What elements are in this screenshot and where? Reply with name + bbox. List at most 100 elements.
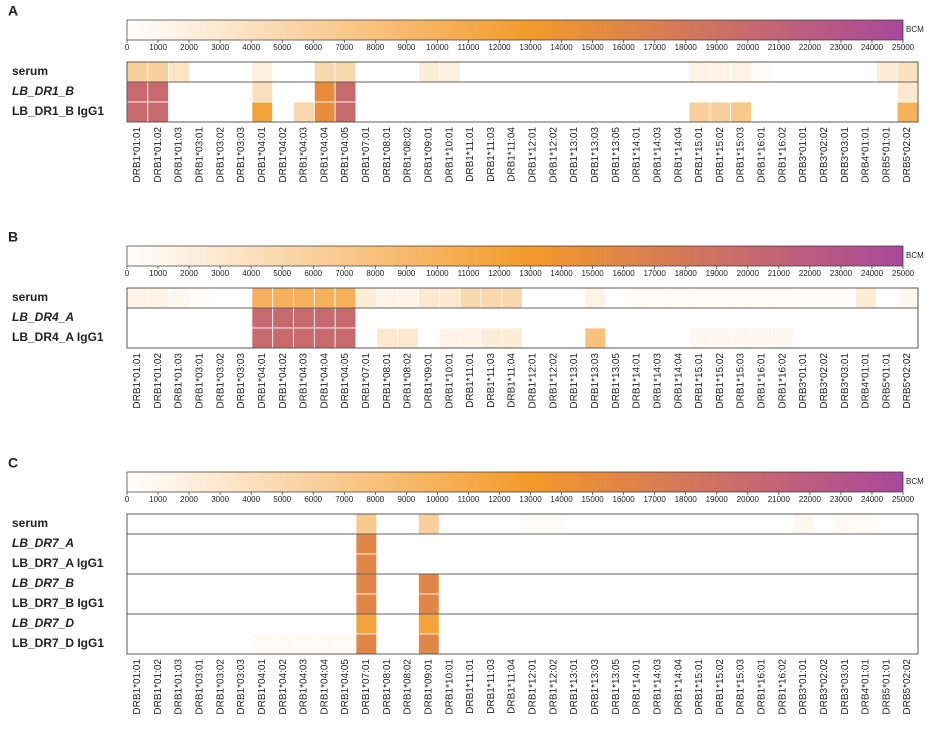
heatmap-cell <box>563 593 586 615</box>
heatmap-cell <box>542 307 565 329</box>
tick-label: 8000 <box>366 495 384 504</box>
heatmap-cell <box>168 81 190 103</box>
heatmap-cell <box>355 633 378 655</box>
heatmap-cell <box>313 327 336 349</box>
heatmap-cell <box>313 307 336 329</box>
heatmap-cell <box>605 553 627 575</box>
heatmap-cell <box>147 613 170 635</box>
heatmap-cell <box>896 81 919 103</box>
tick-label: 16000 <box>613 43 636 52</box>
heatmap-cell <box>313 553 336 575</box>
tick-label: 19000 <box>706 269 729 278</box>
heatmap-cell <box>501 533 523 555</box>
colorbar <box>126 19 904 41</box>
heatmap-cell <box>230 287 253 309</box>
heatmap-cell <box>355 553 378 575</box>
heatmap-cell <box>751 287 773 309</box>
tick-label: 17000 <box>644 269 667 278</box>
panel-label: C <box>8 455 18 471</box>
heatmap-cell <box>397 613 419 635</box>
heatmap-cell <box>501 633 523 655</box>
heatmap-cell <box>667 553 690 575</box>
heatmap-cell <box>771 327 794 349</box>
heatmap-cell <box>313 101 336 123</box>
heatmap-cell <box>459 573 482 595</box>
heatmap-cell <box>522 287 544 309</box>
heatmap-cell <box>730 81 752 103</box>
heatmap-cell <box>855 287 877 309</box>
column-label: DRB1*04:03 <box>299 127 310 183</box>
heatmap-cell <box>334 533 357 555</box>
heatmap-cell <box>126 613 149 635</box>
column-label: DRB3*03:01 <box>840 659 851 715</box>
tick-label: 12000 <box>488 269 511 278</box>
heatmap-cell <box>209 307 232 329</box>
panel-label: B <box>8 229 18 245</box>
heatmap-cell <box>397 593 419 615</box>
heatmap-cell <box>293 307 315 329</box>
column-label: DRB1*13:01 <box>569 127 580 183</box>
heatmap-cell <box>709 513 732 535</box>
heatmap-cell <box>376 553 399 575</box>
heatmap-cell <box>189 327 211 349</box>
column-label: DRB1*13:01 <box>569 659 580 715</box>
heatmap-cell <box>875 61 898 83</box>
column-label: DRB1*14:03 <box>652 127 663 183</box>
tick-label: 14000 <box>550 269 573 278</box>
column-label: DRB1*14:01 <box>632 353 643 409</box>
column-label: DRB1*13:03 <box>590 127 601 183</box>
heatmap-cell <box>855 553 877 575</box>
heatmap-cell <box>875 287 898 309</box>
heatmap-cell <box>542 287 565 309</box>
heatmap-cell <box>438 633 461 655</box>
heatmap-cell <box>855 613 877 635</box>
tick-label: 0 <box>125 495 130 504</box>
column-label: DRB1*07:01 <box>361 353 372 409</box>
heatmap-cell <box>147 101 170 123</box>
heatmap-cell <box>709 287 732 309</box>
heatmap-cell <box>709 533 732 555</box>
column-label: DRB3*03:01 <box>840 127 851 183</box>
heatmap-cell <box>397 287 419 309</box>
heatmap-cell <box>168 307 190 329</box>
heatmap-cell <box>209 633 232 655</box>
heatmap-cell <box>792 613 815 635</box>
heatmap-cell <box>209 101 232 123</box>
column-label: DRB1*15:02 <box>715 353 726 409</box>
heatmap-cell <box>751 513 773 535</box>
heatmap-cell <box>397 61 419 83</box>
heatmap-cell <box>813 593 836 615</box>
heatmap-cell <box>584 633 607 655</box>
heatmap-cell <box>397 307 419 329</box>
heatmap-cell <box>542 327 565 349</box>
heatmap-cell <box>646 101 669 123</box>
heatmap-cell <box>709 327 732 349</box>
heatmap-cell <box>334 101 357 123</box>
heatmap-cell <box>168 513 190 535</box>
column-label: DRB3*02:02 <box>819 659 830 715</box>
column-label: DRB1*08:01 <box>382 659 393 715</box>
column-label: DRB1*10:01 <box>444 659 455 715</box>
heatmap-cell <box>542 613 565 635</box>
heatmap-cell <box>646 553 669 575</box>
heatmap-cell <box>230 81 253 103</box>
tick-label: 22000 <box>799 269 822 278</box>
column-label: DRB1*12:01 <box>528 127 539 183</box>
column-label: DRB1*09:01 <box>423 659 434 715</box>
heatmap-cell <box>563 633 586 655</box>
row-label: LB_DR7_A IgG1 <box>12 556 104 570</box>
column-label: DRB1*15:02 <box>715 659 726 715</box>
heatmap-cell <box>126 573 149 595</box>
heatmap-cell <box>272 287 294 309</box>
heatmap-cell <box>813 81 836 103</box>
column-label: DRB1*01:02 <box>153 353 164 409</box>
heatmap-cell <box>522 593 544 615</box>
heatmap-cell <box>584 573 607 595</box>
heatmap-cell <box>792 287 815 309</box>
heatmap-cell <box>438 553 461 575</box>
heatmap-cell <box>834 61 856 83</box>
heatmap-cell <box>896 307 919 329</box>
heatmap-cell <box>834 101 856 123</box>
heatmap-cell <box>522 513 544 535</box>
heatmap-cell <box>355 327 378 349</box>
